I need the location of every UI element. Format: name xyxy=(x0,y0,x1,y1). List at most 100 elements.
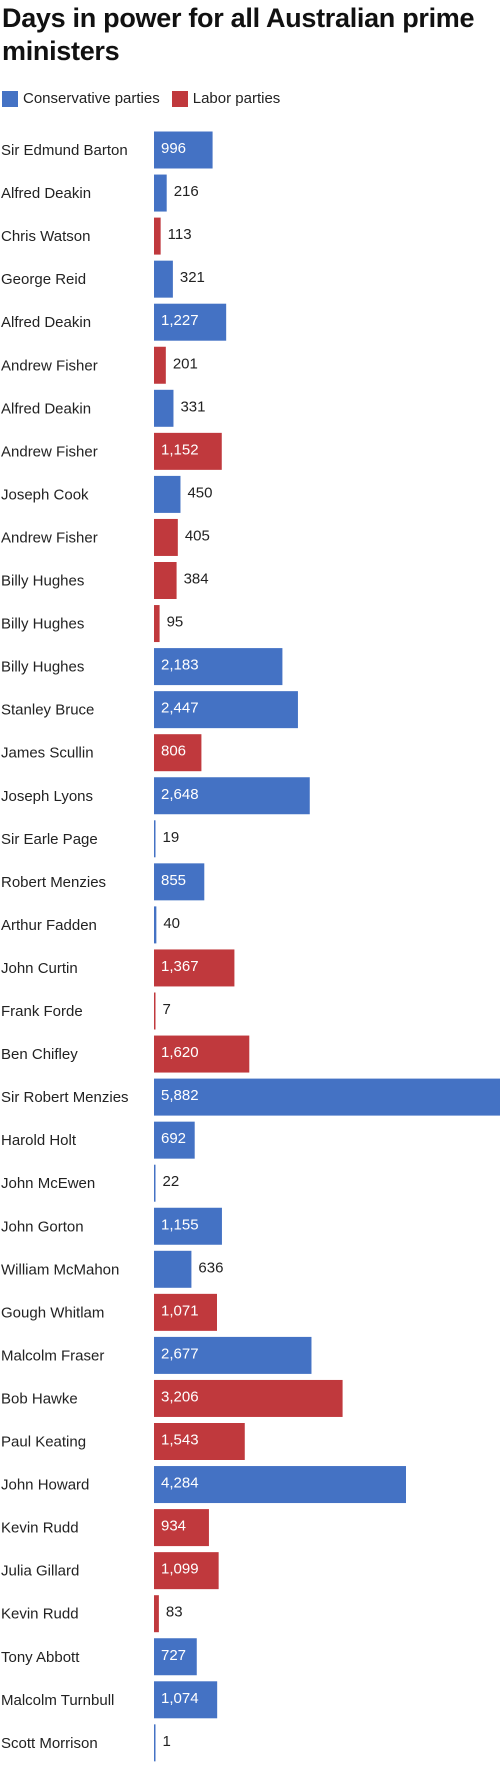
category-label: Scott Morrison xyxy=(1,1735,98,1752)
bar xyxy=(154,1121,195,1159)
category-label: Andrew Fisher xyxy=(1,357,98,374)
value-label: 727 xyxy=(161,1647,186,1664)
bar xyxy=(154,1164,156,1202)
value-label: 2,648 xyxy=(161,786,199,803)
category-label: Joseph Cook xyxy=(1,486,89,503)
bar xyxy=(154,777,310,815)
category-label: Stanley Bruce xyxy=(1,702,94,719)
bar xyxy=(154,303,227,341)
bar xyxy=(154,691,298,729)
bar xyxy=(154,1207,222,1245)
value-label: 405 xyxy=(185,527,210,544)
category-label: Arthur Fadden xyxy=(1,917,97,934)
category-label: Alfred Deakin xyxy=(1,185,91,202)
value-label: 2,447 xyxy=(161,700,199,717)
bar xyxy=(154,906,157,944)
category-label: Kevin Rudd xyxy=(1,1606,79,1623)
category-label: Frank Forde xyxy=(1,1003,83,1020)
chart-title: Days in power for all Australian prime m… xyxy=(2,3,475,66)
bar xyxy=(154,432,222,470)
bar xyxy=(154,949,235,987)
category-label: Billy Hughes xyxy=(1,573,84,590)
category-label: Julia Gillard xyxy=(1,1563,79,1580)
bar xyxy=(154,389,174,427)
legend: Conservative parties Labor parties xyxy=(2,90,292,107)
bar xyxy=(154,1552,219,1590)
value-label: 331 xyxy=(180,398,205,415)
category-label: Alfred Deakin xyxy=(1,314,91,331)
bar xyxy=(154,1078,500,1116)
category-label: Sir Earle Page xyxy=(1,831,98,848)
bar xyxy=(154,1379,343,1417)
bar xyxy=(154,1638,197,1676)
bar xyxy=(154,1724,156,1762)
value-label: 1,152 xyxy=(161,441,199,458)
bar xyxy=(154,820,156,858)
value-label: 1,543 xyxy=(161,1432,199,1449)
bar xyxy=(154,1466,406,1504)
category-label: Tony Abbott xyxy=(1,1649,80,1666)
value-label: 113 xyxy=(168,226,192,243)
value-label: 1 xyxy=(163,1733,171,1750)
bar xyxy=(154,1250,192,1288)
bar xyxy=(154,605,160,643)
bar xyxy=(154,174,167,212)
category-label: Gough Whitlam xyxy=(1,1304,104,1321)
bar xyxy=(154,1336,312,1374)
category-label: John McEwen xyxy=(1,1175,95,1192)
value-label: 806 xyxy=(161,743,186,760)
value-label: 83 xyxy=(166,1604,183,1621)
value-label: 95 xyxy=(167,614,184,631)
legend-swatch-conservative xyxy=(2,90,18,107)
bar xyxy=(154,562,177,599)
value-label: 40 xyxy=(163,915,180,932)
value-label: 934 xyxy=(161,1518,186,1535)
value-label: 1,620 xyxy=(161,1044,199,1061)
bar xyxy=(154,863,205,901)
category-label: Ben Chifley xyxy=(1,1046,78,1063)
value-label: 1,074 xyxy=(161,1690,199,1707)
value-label: 1,071 xyxy=(161,1302,199,1319)
category-label: Billy Hughes xyxy=(1,659,84,676)
bar xyxy=(154,346,166,384)
bar xyxy=(154,648,283,686)
value-label: 1,227 xyxy=(161,312,199,329)
legend-label-conservative: Conservative parties xyxy=(23,90,160,107)
value-label: 1,155 xyxy=(161,1216,199,1233)
value-label: 450 xyxy=(187,484,212,501)
legend-swatch-labor xyxy=(171,90,188,107)
bar xyxy=(154,131,213,169)
bar xyxy=(154,260,173,298)
value-label: 1,367 xyxy=(161,958,199,975)
value-label: 7 xyxy=(163,1001,171,1018)
bar xyxy=(154,1509,209,1547)
value-label: 321 xyxy=(180,269,205,286)
value-label: 636 xyxy=(198,1259,223,1276)
category-label: Andrew Fisher xyxy=(1,529,98,546)
category-label: William McMahon xyxy=(1,1261,119,1278)
value-label: 2,183 xyxy=(161,657,199,674)
bar xyxy=(154,217,161,255)
category-label: Paul Keating xyxy=(1,1434,86,1451)
bar xyxy=(154,475,181,513)
value-label: 22 xyxy=(163,1173,180,1190)
category-label: Malcolm Turnbull xyxy=(1,1692,114,1709)
category-label: Joseph Lyons xyxy=(1,788,93,805)
bar xyxy=(154,1035,250,1073)
value-label: 4,284 xyxy=(161,1475,199,1492)
bar xyxy=(154,734,202,772)
category-label: Billy Hughes xyxy=(1,616,84,633)
category-label: Harold Holt xyxy=(1,1132,77,1149)
category-label: Chris Watson xyxy=(1,228,90,245)
value-label: 692 xyxy=(161,1130,186,1147)
category-label: James Scullin xyxy=(1,745,94,762)
category-label: John Gorton xyxy=(1,1218,84,1235)
legend-label-labor: Labor parties xyxy=(192,90,281,107)
value-label: 201 xyxy=(173,355,198,372)
category-label: Andrew Fisher xyxy=(1,443,98,460)
value-label: 855 xyxy=(161,872,186,889)
category-label: Robert Menzies xyxy=(1,874,106,891)
category-label: Sir Edmund Barton xyxy=(1,142,128,159)
value-label: 384 xyxy=(184,571,209,588)
